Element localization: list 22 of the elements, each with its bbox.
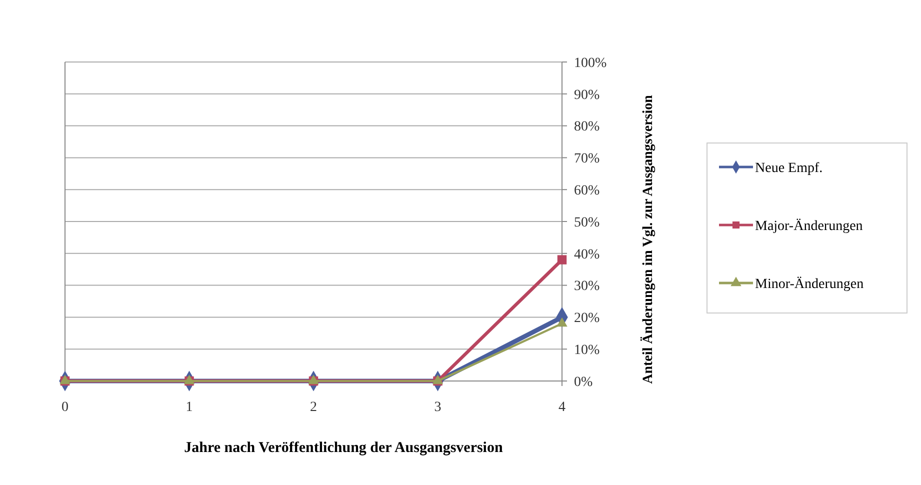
y-tick-label: 40% bbox=[574, 247, 600, 262]
y-tick-label: 50% bbox=[574, 215, 600, 230]
x-tick-label: 2 bbox=[310, 400, 317, 415]
y-tick-label: 60% bbox=[574, 184, 600, 198]
y-tick-label: 10% bbox=[574, 343, 600, 358]
x-tick-label: 3 bbox=[434, 400, 442, 415]
x-tick-label: 4 bbox=[558, 400, 566, 415]
x-tick-label: 0 bbox=[62, 400, 68, 415]
legend-label: Major-Änderungen bbox=[755, 218, 863, 234]
y-axis-title: Anteil Änderungen im Vgl. zur Ausgangsversion bbox=[640, 94, 656, 384]
y-tick-label: 30% bbox=[574, 279, 600, 294]
y-tick-label: 20% bbox=[574, 311, 600, 326]
y-tick-label: 100% bbox=[574, 56, 607, 71]
point bbox=[557, 255, 567, 264]
y-tick-label: 80% bbox=[574, 120, 600, 135]
x-axis-title: Jahre nach Veröffentlichung der Ausgangsversion bbox=[184, 440, 504, 456]
y-tick-label: 0% bbox=[574, 374, 593, 390]
y-tick-label: 90% bbox=[574, 88, 600, 103]
y-tick-label: 70% bbox=[574, 152, 600, 167]
x-tick-label: 1 bbox=[186, 400, 193, 415]
legend-label: Minor-Änderungen bbox=[755, 276, 864, 292]
legend-label: Neue Empf. bbox=[755, 160, 823, 176]
